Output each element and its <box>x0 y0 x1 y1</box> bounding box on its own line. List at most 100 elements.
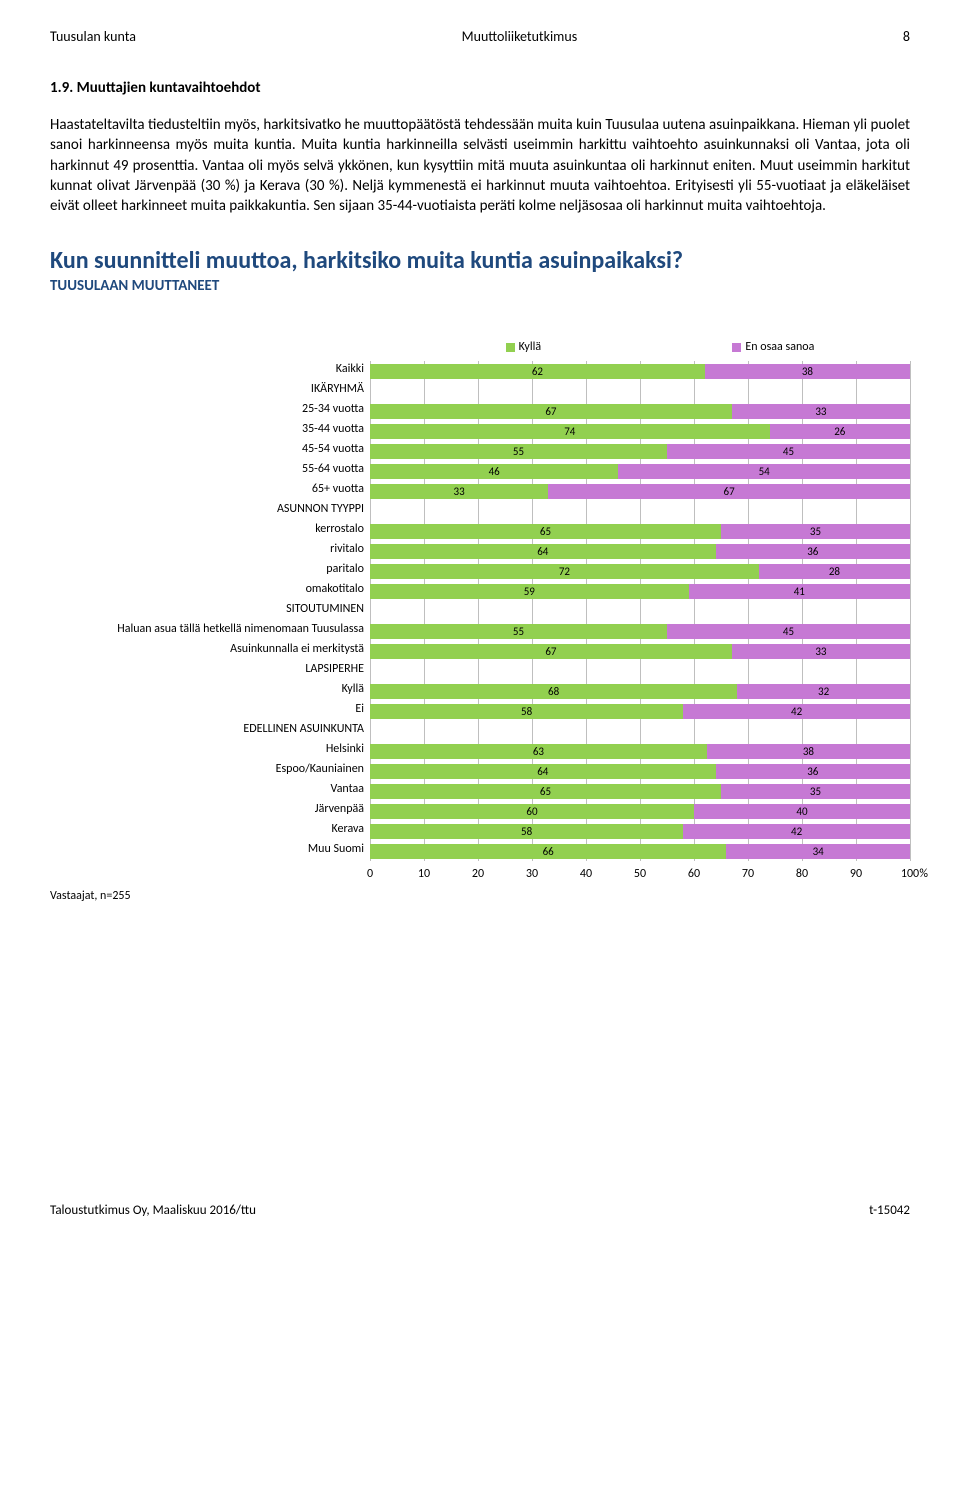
bar-row: 5842 <box>370 701 910 721</box>
bar-row: 6338 <box>370 741 910 761</box>
bar-row: 6040 <box>370 801 910 821</box>
group-label: LAPSIPERHE <box>50 659 364 679</box>
bar-seg-no: 42 <box>683 824 910 839</box>
bar-seg-no: 35 <box>721 784 910 799</box>
header-center: Muuttoliiketutkimus <box>462 28 578 45</box>
row-label: 25-34 vuotta <box>50 399 364 419</box>
bar-row: 4654 <box>370 461 910 481</box>
bar-row: 5941 <box>370 581 910 601</box>
row-label: kerrostalo <box>50 519 364 539</box>
footer-right: t-15042 <box>869 1203 910 1218</box>
bar-seg-yes: 68 <box>370 684 737 699</box>
bar-row-empty <box>370 661 910 681</box>
bar-seg-no: 45 <box>667 444 910 459</box>
bar-seg-yes: 64 <box>370 544 716 559</box>
row-label: Asuinkunnalla ei merkitystä <box>50 639 364 659</box>
bar-seg-no: 45 <box>667 624 910 639</box>
axis-tick: 70 <box>742 867 754 881</box>
bar-row: 7228 <box>370 561 910 581</box>
bar-row: 6436 <box>370 761 910 781</box>
bar-row-empty <box>370 381 910 401</box>
row-label: 65+ vuotta <box>50 479 364 499</box>
page-footer: Taloustutkimus Oy, Maaliskuu 2016/ttu t-… <box>50 1203 910 1218</box>
bar-seg-no: 41 <box>689 584 910 599</box>
chart-x-axis: 0102030405060708090100% <box>370 867 910 887</box>
bar-seg-yes: 46 <box>370 464 618 479</box>
bar-row: 6733 <box>370 641 910 661</box>
legend-label-yes: Kyllä <box>519 340 541 354</box>
chart-plot-area: 6238673374265545465433676535643672285941… <box>370 361 910 861</box>
bar-row: 7426 <box>370 421 910 441</box>
bar-row: 3367 <box>370 481 910 501</box>
bar-row-empty <box>370 721 910 741</box>
row-label: 45-54 vuotta <box>50 439 364 459</box>
bar-row-empty <box>370 601 910 621</box>
bar-row: 6436 <box>370 541 910 561</box>
bar-seg-yes: 62 <box>370 364 705 379</box>
legend-label-no: En osaa sanoa <box>745 340 814 354</box>
chart-labels-column: KaikkiIKÄRYHMÄ25-34 vuotta35-44 vuotta45… <box>50 335 370 859</box>
row-label: Espoo/Kauniainen <box>50 759 364 779</box>
axis-tick: 10 <box>418 867 430 881</box>
axis-tick: 20 <box>472 867 484 881</box>
bar-seg-yes: 72 <box>370 564 759 579</box>
group-label: IKÄRYHMÄ <box>50 379 364 399</box>
bar-seg-yes: 64 <box>370 764 716 779</box>
row-label: Vantaa <box>50 779 364 799</box>
page-header: Tuusulan kunta Muuttoliiketutkimus 8 <box>50 28 910 45</box>
bar-seg-no: 34 <box>726 844 910 859</box>
bar-seg-no: 35 <box>721 524 910 539</box>
bar-seg-no: 40 <box>694 804 910 819</box>
axis-tick: 30 <box>526 867 538 881</box>
bar-seg-yes: 74 <box>370 424 770 439</box>
row-label: Muu Suomi <box>50 839 364 859</box>
bar-seg-no: 67 <box>548 484 910 499</box>
bar-seg-yes: 58 <box>370 704 683 719</box>
bar-row: 5842 <box>370 821 910 841</box>
bar-seg-no: 42 <box>683 704 910 719</box>
legend-item-no: En osaa sanoa <box>732 340 814 354</box>
axis-tick: 80 <box>796 867 808 881</box>
bar-seg-no: 38 <box>707 744 910 759</box>
axis-tick: 50 <box>634 867 646 881</box>
bar-row: 6238 <box>370 361 910 381</box>
group-label: ASUNNON TYYPPI <box>50 499 364 519</box>
axis-tick: 0 <box>367 867 373 881</box>
row-label: 55-64 vuotta <box>50 459 364 479</box>
row-label: omakotitalo <box>50 579 364 599</box>
bar-seg-yes: 63 <box>370 744 707 759</box>
legend-spacer <box>50 335 364 359</box>
row-label: 35-44 vuotta <box>50 419 364 439</box>
bar-row: 6535 <box>370 781 910 801</box>
bar-row: 5545 <box>370 441 910 461</box>
header-right: 8 <box>903 28 910 45</box>
footer-left: Taloustutkimus Oy, Maaliskuu 2016/ttu <box>50 1203 256 1218</box>
bar-seg-yes: 55 <box>370 444 667 459</box>
bar-seg-no: 32 <box>737 684 910 699</box>
row-label: Kaikki <box>50 359 364 379</box>
legend-item-yes: Kyllä <box>506 340 541 354</box>
bar-seg-yes: 67 <box>370 644 732 659</box>
axis-tick: 60 <box>688 867 700 881</box>
chart-container: KaikkiIKÄRYHMÄ25-34 vuotta35-44 vuotta45… <box>50 335 910 887</box>
bar-seg-yes: 55 <box>370 624 667 639</box>
legend-swatch-yes <box>506 343 515 352</box>
bar-row-empty <box>370 501 910 521</box>
bar-seg-no: 26 <box>770 424 910 439</box>
axis-tick: 40 <box>580 867 592 881</box>
bar-row: 6832 <box>370 681 910 701</box>
group-label: SITOUTUMINEN <box>50 599 364 619</box>
bar-seg-yes: 67 <box>370 404 732 419</box>
chart-title: Kun suunnitteli muuttoa, harkitsiko muit… <box>50 246 910 275</box>
header-left: Tuusulan kunta <box>50 28 136 45</box>
bar-row: 6634 <box>370 841 910 861</box>
chart-bars-column: Kyllä En osaa sanoa 62386733742655454654… <box>370 335 910 887</box>
bar-seg-yes: 59 <box>370 584 689 599</box>
row-label: Järvenpää <box>50 799 364 819</box>
bar-seg-no: 28 <box>759 564 910 579</box>
chart-subtitle: TUUSULAAN MUUTTANEET <box>50 277 910 295</box>
row-label: Helsinki <box>50 739 364 759</box>
bar-seg-no: 54 <box>618 464 910 479</box>
group-label: EDELLINEN ASUINKUNTA <box>50 719 364 739</box>
row-label: paritalo <box>50 559 364 579</box>
